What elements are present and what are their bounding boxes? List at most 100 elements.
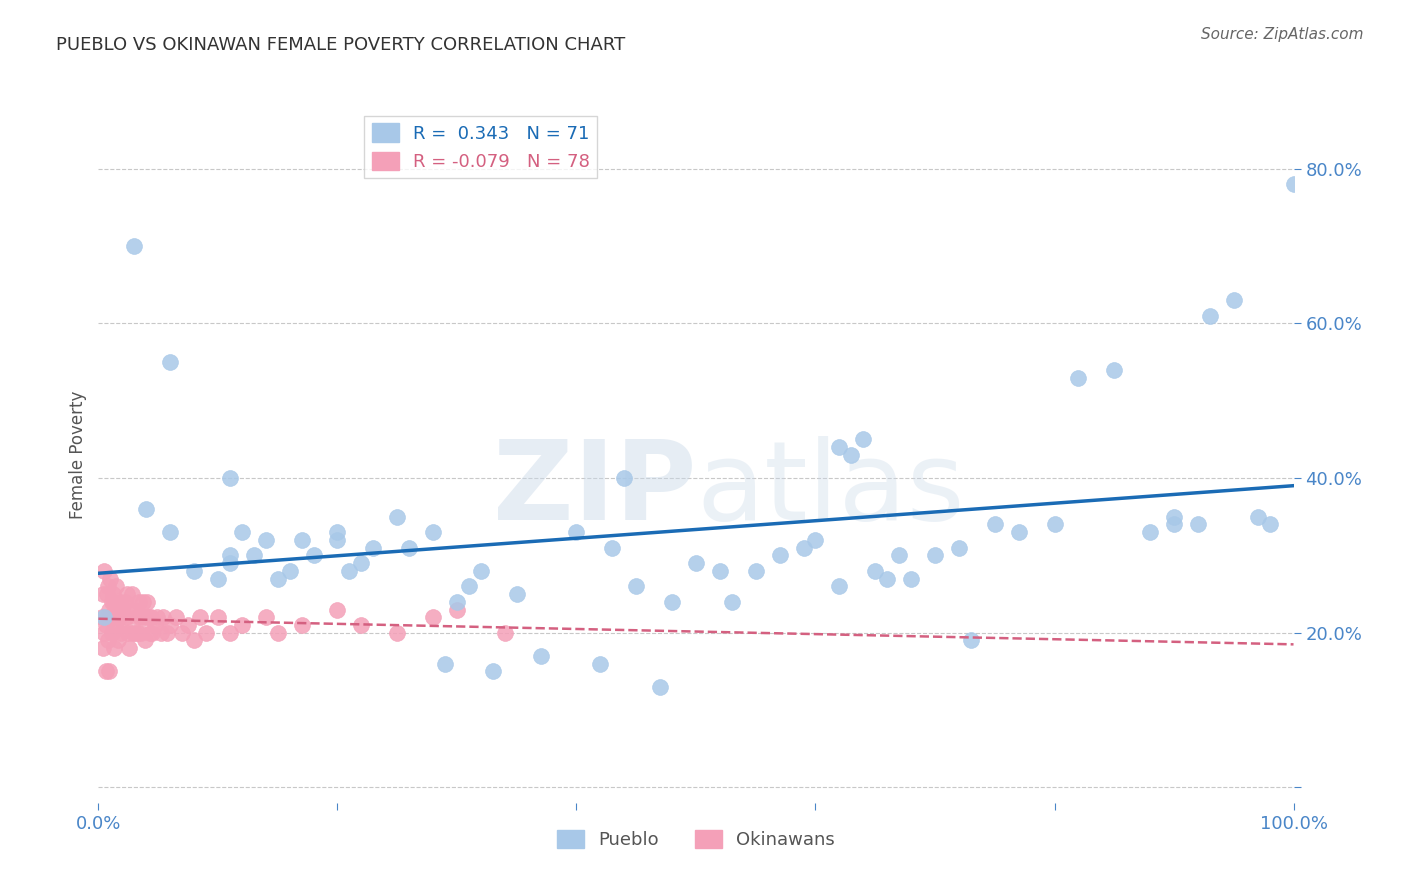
Point (422, 525, 444, 540)
Point (155, 625, 177, 640)
Point (530, 648, 553, 663)
Point (183, 633, 205, 648)
Point (1043, 517, 1066, 532)
Point (339, 564, 361, 578)
Point (195, 625, 218, 640)
Point (101, 587, 124, 601)
Point (326, 533, 349, 547)
Point (793, 541, 815, 555)
Point (852, 433, 875, 447)
Point (889, 549, 911, 563)
Point (948, 541, 970, 555)
Point (128, 595, 150, 609)
Point (136, 595, 159, 609)
Point (828, 579, 851, 593)
Point (105, 579, 128, 593)
Point (385, 509, 409, 524)
Text: Source: ZipAtlas.com: Source: ZipAtlas.com (1201, 27, 1364, 42)
Point (602, 541, 624, 555)
Point (709, 564, 731, 578)
Point (159, 525, 181, 540)
Point (828, 440, 851, 454)
Point (385, 625, 409, 640)
Point (124, 602, 146, 616)
Point (613, 471, 636, 485)
Point (97, 633, 120, 648)
Point (107, 610, 129, 624)
Point (841, 448, 863, 462)
Point (94, 665, 117, 679)
Point (458, 579, 481, 593)
Point (111, 602, 134, 616)
Point (101, 610, 124, 624)
Point (98, 665, 121, 679)
Point (1258, 517, 1281, 532)
Point (721, 595, 744, 609)
Point (149, 625, 172, 640)
Point (135, 502, 157, 516)
Point (278, 564, 301, 578)
Point (804, 533, 827, 547)
Point (1282, 178, 1305, 192)
Point (589, 657, 612, 671)
Text: PUEBLO VS OKINAWAN FEMALE POVERTY CORRELATION CHART: PUEBLO VS OKINAWAN FEMALE POVERTY CORREL… (56, 36, 626, 54)
Point (1199, 309, 1222, 323)
Point (131, 595, 153, 609)
Point (291, 618, 314, 632)
Point (506, 587, 529, 601)
Point (127, 625, 149, 640)
Point (291, 533, 314, 547)
Point (115, 587, 138, 601)
Point (481, 665, 505, 679)
Point (124, 625, 146, 640)
Point (172, 625, 194, 640)
Point (434, 657, 457, 671)
Point (900, 572, 922, 586)
Point (243, 549, 266, 563)
Point (131, 625, 153, 640)
Point (125, 610, 148, 624)
Point (121, 587, 143, 601)
Point (254, 533, 277, 547)
Point (108, 595, 131, 609)
Point (91, 587, 114, 601)
Point (768, 549, 790, 563)
Point (100, 595, 122, 609)
Point (626, 579, 648, 593)
Point (103, 641, 125, 656)
Point (865, 564, 887, 578)
Point (91, 641, 114, 656)
Point (1247, 509, 1270, 524)
Point (422, 610, 444, 624)
Point (143, 618, 166, 632)
Point (219, 471, 242, 485)
Point (118, 641, 141, 656)
Point (138, 610, 160, 624)
Point (114, 595, 136, 609)
Point (177, 618, 200, 632)
Point (120, 602, 142, 616)
Point (139, 625, 162, 640)
Y-axis label: Female Poverty: Female Poverty (69, 391, 87, 519)
Point (152, 610, 174, 624)
Point (96, 610, 118, 624)
Point (94, 618, 117, 632)
Point (267, 572, 290, 586)
Point (267, 625, 290, 640)
Point (135, 610, 157, 624)
Point (960, 633, 983, 648)
Point (494, 625, 516, 640)
Point (98, 602, 121, 616)
Point (745, 564, 768, 578)
Point (326, 525, 349, 540)
Point (924, 549, 946, 563)
Point (446, 595, 468, 609)
Point (207, 572, 229, 586)
Point (132, 610, 155, 624)
Point (117, 625, 139, 640)
Point (159, 355, 181, 369)
Point (398, 541, 420, 555)
Point (685, 556, 707, 570)
Point (350, 556, 373, 570)
Point (1104, 363, 1126, 377)
